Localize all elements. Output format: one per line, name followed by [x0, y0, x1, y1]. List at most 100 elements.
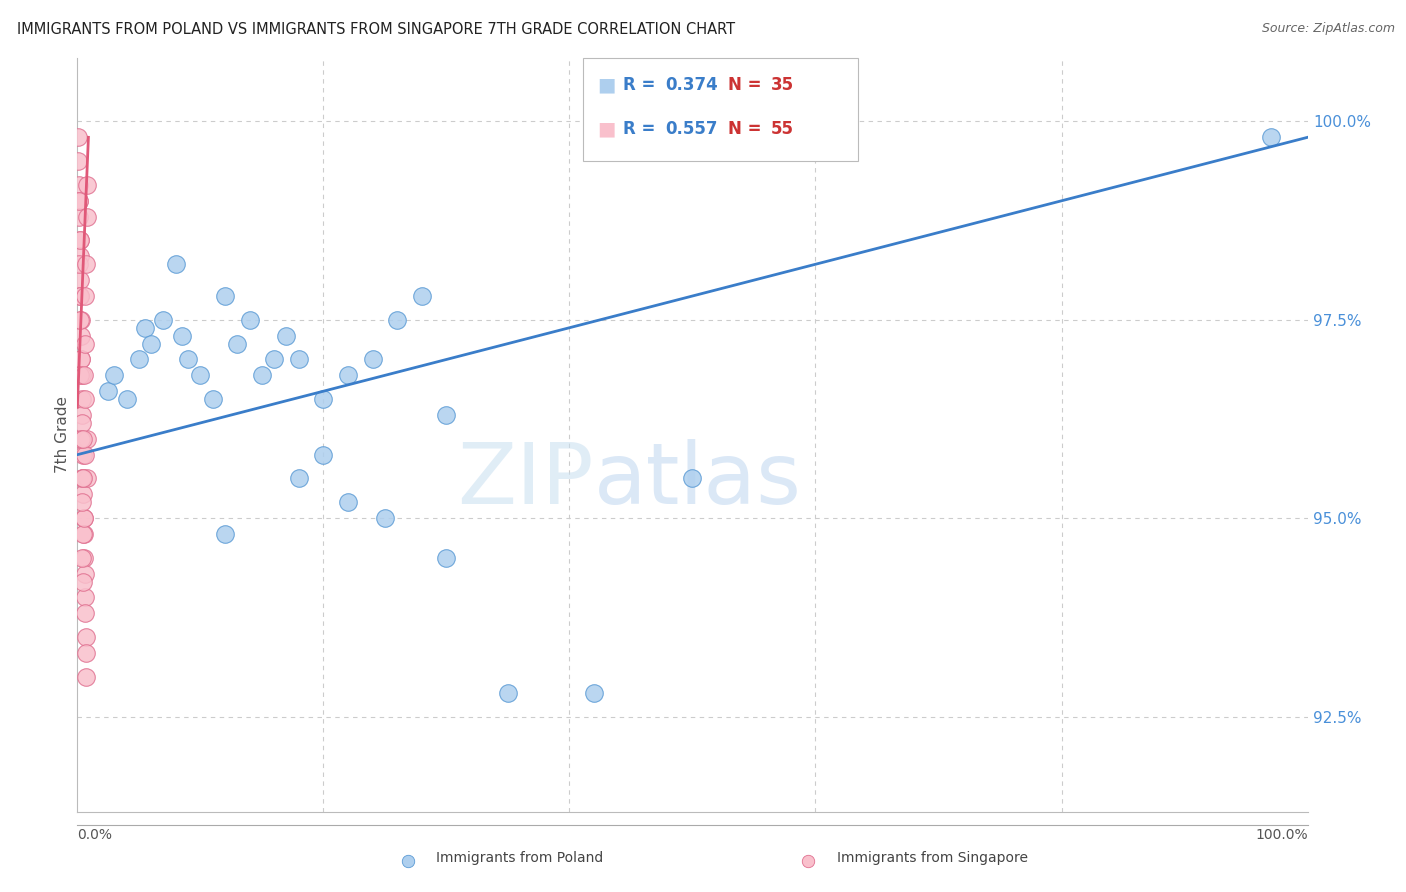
Point — [69, 234, 91, 248]
Point — [411, 289, 433, 303]
Text: 0.374: 0.374 — [665, 76, 718, 94]
Point — [73, 336, 96, 351]
Point — [170, 328, 193, 343]
Point — [70, 432, 93, 446]
Point — [436, 550, 458, 565]
Point — [73, 591, 96, 605]
Point — [70, 495, 93, 509]
Text: atlas: atlas — [595, 439, 801, 522]
Text: ■: ■ — [598, 120, 616, 139]
Point — [141, 336, 163, 351]
Point — [1260, 130, 1282, 145]
Point — [239, 313, 262, 327]
Point — [288, 352, 311, 367]
Point — [374, 511, 396, 525]
Point — [288, 471, 311, 485]
Point — [134, 320, 156, 334]
Point — [75, 646, 97, 660]
Text: 0.557: 0.557 — [665, 120, 717, 138]
Point — [72, 432, 94, 446]
Point — [69, 313, 91, 327]
Point — [73, 527, 96, 541]
Text: N =: N = — [728, 120, 768, 138]
Point — [152, 313, 174, 327]
Text: ZIP: ZIP — [457, 439, 595, 522]
Point — [67, 194, 90, 208]
Point — [66, 130, 89, 145]
Point — [75, 392, 97, 406]
Point — [201, 392, 224, 406]
Point — [69, 273, 91, 287]
Point — [312, 448, 335, 462]
Point — [396, 854, 419, 868]
Point — [103, 368, 125, 383]
Point — [387, 313, 409, 327]
Point — [70, 352, 93, 367]
Point — [75, 289, 97, 303]
Point — [73, 448, 96, 462]
Point — [69, 313, 91, 327]
Point — [70, 408, 93, 422]
Point — [276, 328, 298, 343]
Point — [73, 550, 96, 565]
Point — [67, 154, 90, 169]
Point — [177, 352, 200, 367]
Point — [69, 289, 91, 303]
Y-axis label: 7th Grade: 7th Grade — [55, 396, 70, 474]
Text: Immigrants from Poland: Immigrants from Poland — [436, 851, 603, 865]
Point — [214, 527, 236, 541]
Point — [69, 368, 91, 383]
Text: 55: 55 — [770, 120, 793, 138]
Point — [67, 210, 90, 224]
Point — [70, 471, 93, 485]
Point — [72, 487, 94, 501]
Point — [76, 471, 98, 485]
Point — [682, 471, 704, 485]
Point — [75, 630, 97, 644]
Point — [70, 392, 93, 406]
Point — [72, 471, 94, 485]
Text: ■: ■ — [598, 75, 616, 95]
Point — [73, 511, 96, 525]
Point — [67, 257, 90, 271]
Point — [337, 495, 360, 509]
Text: N =: N = — [728, 76, 768, 94]
Point — [97, 384, 120, 399]
Point — [75, 670, 97, 684]
Point — [165, 257, 187, 271]
Text: 35: 35 — [770, 76, 793, 94]
Text: 100.0%: 100.0% — [1256, 828, 1308, 842]
Point — [75, 257, 97, 271]
Point — [583, 686, 606, 700]
Text: IMMIGRANTS FROM POLAND VS IMMIGRANTS FROM SINGAPORE 7TH GRADE CORRELATION CHART: IMMIGRANTS FROM POLAND VS IMMIGRANTS FRO… — [17, 22, 735, 37]
Text: 0.0%: 0.0% — [77, 828, 112, 842]
Point — [69, 289, 91, 303]
Point — [70, 416, 93, 430]
Point — [76, 178, 98, 192]
Point — [73, 566, 96, 581]
Point — [214, 289, 236, 303]
Point — [128, 352, 150, 367]
Point — [67, 178, 90, 192]
Point — [73, 368, 96, 383]
Point — [67, 194, 90, 208]
Point — [69, 234, 91, 248]
Point — [72, 448, 94, 462]
Point — [75, 607, 97, 621]
Point — [797, 854, 820, 868]
Point — [72, 527, 94, 541]
Point — [72, 574, 94, 589]
Point — [361, 352, 384, 367]
Point — [72, 432, 94, 446]
Point — [73, 511, 96, 525]
Point — [250, 368, 273, 383]
Point — [70, 352, 93, 367]
Point — [76, 210, 98, 224]
Text: R =: R = — [623, 76, 661, 94]
Point — [337, 368, 360, 383]
Text: Source: ZipAtlas.com: Source: ZipAtlas.com — [1261, 22, 1395, 36]
Text: R =: R = — [623, 120, 661, 138]
Point — [70, 328, 93, 343]
Point — [496, 686, 519, 700]
Point — [70, 550, 93, 565]
